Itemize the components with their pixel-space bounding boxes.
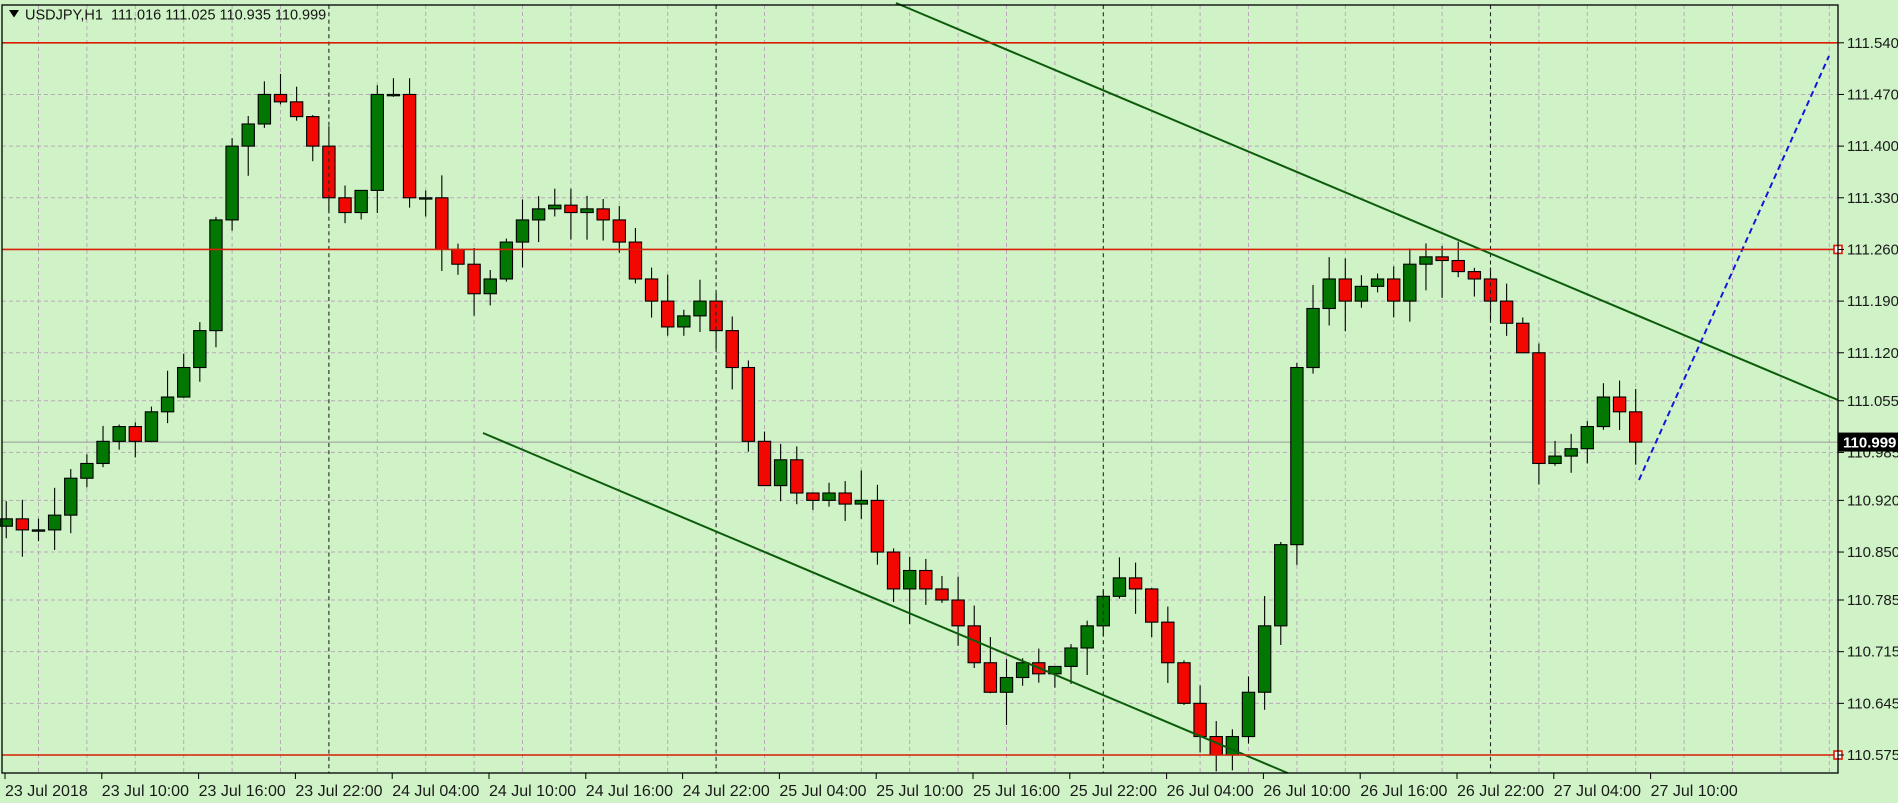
svg-text:27 Jul 04:00: 27 Jul 04:00 [1554,783,1641,798]
svg-text:110.785: 110.785 [1847,592,1898,609]
svg-text:111.055: 111.055 [1847,393,1898,410]
svg-text:USDJPY,H1 111.016 111.025 110: USDJPY,H1 111.016 111.025 110.935 110.99… [25,8,326,24]
svg-text:111.400: 111.400 [1847,138,1898,155]
svg-text:111.190: 111.190 [1847,293,1898,310]
svg-text:110.645: 110.645 [1847,695,1898,712]
svg-text:26 Jul 16:00: 26 Jul 16:00 [1360,783,1447,798]
svg-text:23 Jul 2018: 23 Jul 2018 [5,783,88,798]
svg-text:111.540: 111.540 [1847,35,1898,52]
svg-text:110.999: 110.999 [1843,435,1896,452]
svg-text:26 Jul 04:00: 26 Jul 04:00 [1167,783,1254,798]
svg-text:25 Jul 04:00: 25 Jul 04:00 [779,783,866,798]
svg-text:110.715: 110.715 [1847,644,1898,661]
svg-text:111.470: 111.470 [1847,86,1898,103]
svg-text:111.330: 111.330 [1847,190,1898,207]
svg-text:23 Jul 22:00: 23 Jul 22:00 [295,783,382,798]
svg-text:26 Jul 22:00: 26 Jul 22:00 [1457,783,1544,798]
svg-text:111.260: 111.260 [1847,241,1898,258]
svg-text:110.920: 110.920 [1847,492,1898,509]
svg-text:24 Jul 22:00: 24 Jul 22:00 [683,783,770,798]
svg-text:24 Jul 16:00: 24 Jul 16:00 [586,783,673,798]
svg-text:24 Jul 10:00: 24 Jul 10:00 [489,783,576,798]
svg-text:111.120: 111.120 [1847,345,1898,362]
svg-text:110.575: 110.575 [1847,747,1898,764]
svg-text:110.850: 110.850 [1847,544,1898,561]
svg-text:25 Jul 16:00: 25 Jul 16:00 [973,783,1060,798]
svg-text:23 Jul 16:00: 23 Jul 16:00 [199,783,286,798]
svg-text:25 Jul 10:00: 25 Jul 10:00 [876,783,963,798]
svg-text:25 Jul 22:00: 25 Jul 22:00 [1070,783,1157,798]
svg-text:26 Jul 10:00: 26 Jul 10:00 [1263,783,1350,798]
svg-text:23 Jul 10:00: 23 Jul 10:00 [102,783,189,798]
svg-text:24 Jul 04:00: 24 Jul 04:00 [392,783,479,798]
svg-text:27 Jul 10:00: 27 Jul 10:00 [1651,783,1738,798]
